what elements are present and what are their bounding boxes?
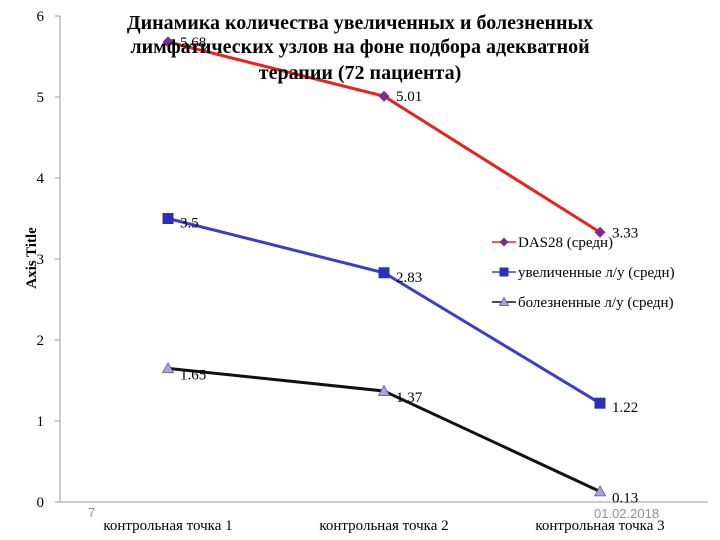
legend-label: DAS28 (средн) — [518, 235, 613, 251]
legend-marker — [498, 296, 510, 307]
y-tick-label: 4 — [37, 171, 45, 187]
data-point — [378, 267, 390, 279]
data-label: 5.01 — [396, 89, 422, 105]
chart-title-line-2: лимфатических узлов на фоне подбора адек… — [130, 36, 590, 58]
data-label: 3.33 — [612, 225, 638, 241]
chart-series — [161, 36, 607, 497]
data-label: 1.65 — [180, 367, 206, 383]
y-axis-title: Axis Title — [24, 227, 40, 289]
y-tick-label: 2 — [37, 333, 45, 349]
chart-legend: DAS28 (средн) увеличенные л/у (средн) боле… — [492, 235, 675, 311]
data-labels: 5.68 5.01 3.33 3.5 2.83 1.22 1.65 1.37 0.13 — [180, 35, 638, 507]
data-label: 2.83 — [396, 270, 422, 286]
y-tick-labels: 0 1 2 3 4 5 6 — [37, 9, 45, 511]
data-label: 1.22 — [612, 400, 638, 416]
chart-axes — [55, 15, 708, 503]
data-point — [593, 485, 607, 497]
x-tick-label: контрольная точка 2 — [319, 518, 448, 534]
y-tick-label: 6 — [37, 9, 45, 25]
data-label: 5.68 — [180, 35, 206, 51]
data-point — [161, 362, 175, 374]
data-point — [162, 213, 174, 224]
y-tick-label: 1 — [37, 414, 45, 430]
legend-marker — [499, 267, 509, 277]
chart-title-line-3: терапии (72 пациента) — [258, 62, 462, 84]
data-label: 0.13 — [612, 490, 638, 506]
legend-label: болезненные л/у (средн) — [518, 295, 674, 311]
legend-marker — [499, 237, 509, 247]
x-tick-label: контрольная точка 3 — [535, 518, 664, 534]
data-label: 1.37 — [396, 390, 423, 406]
y-tick-label: 5 — [37, 90, 45, 106]
footer-date: 01.02.2018 — [594, 506, 660, 521]
data-point — [378, 90, 390, 102]
legend-label: увеличенные л/у (средн) — [518, 265, 675, 281]
data-point — [162, 36, 174, 48]
data-point — [594, 226, 606, 238]
data-point — [594, 397, 606, 409]
chart-title-line-1: Динамика количества увеличенных и болезн… — [126, 12, 594, 34]
data-point — [377, 384, 391, 396]
data-label: 3.5 — [180, 216, 199, 232]
x-tick-label: контрольная точка 1 — [103, 518, 232, 534]
x-tick-labels: контрольная точка 1 контрольная точка 2 ко… — [103, 518, 664, 534]
y-tick-label: 3 — [37, 252, 45, 268]
page-number: 7 — [88, 505, 96, 520]
y-tick-label: 0 — [37, 495, 45, 511]
